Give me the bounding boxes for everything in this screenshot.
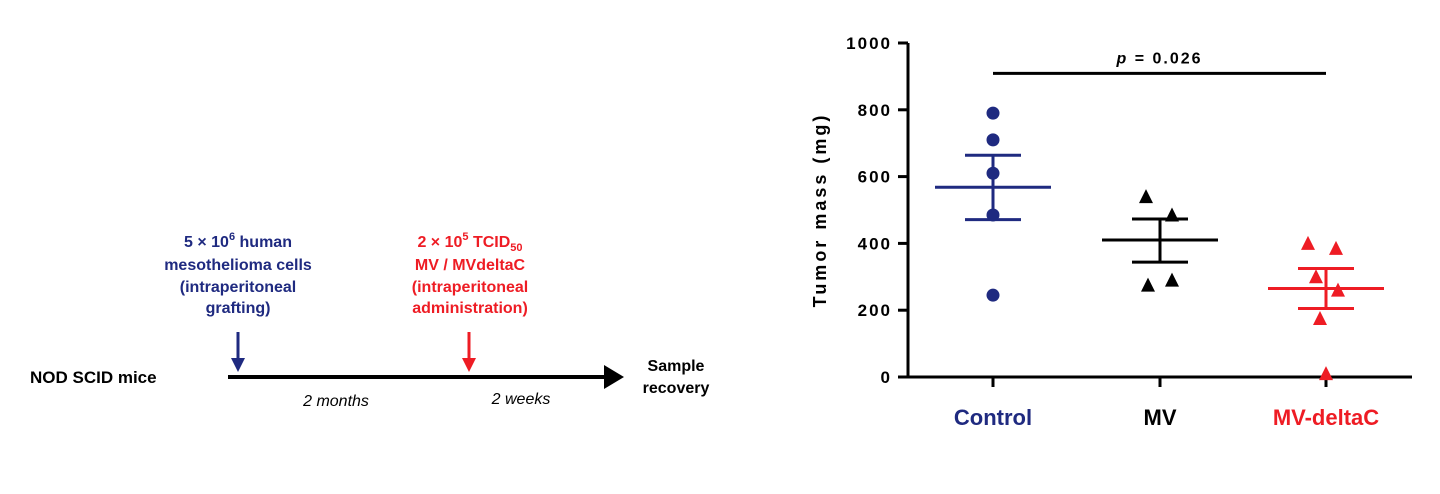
- data-point: [1165, 272, 1179, 287]
- y-axis-label: Tumor mass (mg): [810, 113, 830, 308]
- y-tick-label: 200: [858, 301, 892, 320]
- y-tick-label: 800: [858, 101, 892, 120]
- data-groups: [935, 106, 1384, 381]
- data-point: [1309, 269, 1323, 284]
- end-label-line2: recovery: [643, 380, 710, 397]
- step2-arrow-icon: [462, 358, 476, 372]
- data-point: [1139, 189, 1153, 204]
- data-point: [1329, 240, 1343, 255]
- data-point: [1313, 311, 1327, 326]
- step2-line3: (intraperitoneal: [412, 279, 528, 296]
- x-tick-label: MV-deltaC: [1273, 405, 1379, 430]
- interval2-label: 2 weeks: [491, 391, 551, 408]
- interval1-label: 2 months: [302, 393, 369, 410]
- step1-line2: mesothelioma cells: [164, 257, 312, 274]
- timeline-subject-label: NOD SCID mice: [30, 368, 157, 387]
- step2-count-line: 2 × 105 TCID50: [417, 231, 522, 254]
- timeline-arrowhead-icon: [604, 365, 624, 389]
- y-tick-label: 600: [858, 168, 892, 187]
- x-tick-label: Control: [954, 405, 1032, 430]
- data-point: [986, 106, 1000, 120]
- p-value-label: p = 0.026: [1115, 50, 1202, 67]
- step1-line3: (intraperitoneal: [180, 279, 296, 296]
- significance-annotation: p = 0.026: [993, 50, 1326, 75]
- step1-line4: grafting): [206, 300, 271, 317]
- step2-line4: administration): [412, 300, 528, 317]
- data-point: [1141, 277, 1155, 292]
- timeline-panel: NOD SCID mice 5 × 106 human mesothelioma…: [30, 231, 709, 410]
- data-point: [986, 133, 1000, 147]
- step1-label: 5 × 106 human mesothelioma cells (intrap…: [164, 231, 312, 317]
- data-point: [1319, 366, 1333, 381]
- y-ticks: 0 200 400 600 800 1000: [846, 34, 908, 387]
- end-label-line1: Sample: [648, 358, 705, 375]
- y-tick-label: 400: [858, 234, 892, 253]
- chart-panel: Tumor mass (mg) 0 200 400 600 800 1000 Contro…: [810, 34, 1412, 430]
- step2-label: 2 × 105 TCID50 MV / MVdeltaC (intraperit…: [412, 231, 528, 317]
- y-tick-label: 0: [881, 368, 892, 387]
- y-tick-label: 1000: [846, 34, 892, 53]
- data-point: [986, 288, 1000, 302]
- step1-count-line: 5 × 106 human: [184, 231, 292, 251]
- step2-line2: MV / MVdeltaC: [415, 257, 526, 274]
- data-point: [1301, 235, 1315, 250]
- step1-arrow-icon: [231, 358, 245, 372]
- x-ticks: Control MV MV-deltaC: [954, 377, 1379, 430]
- x-tick-label: MV: [1144, 405, 1177, 430]
